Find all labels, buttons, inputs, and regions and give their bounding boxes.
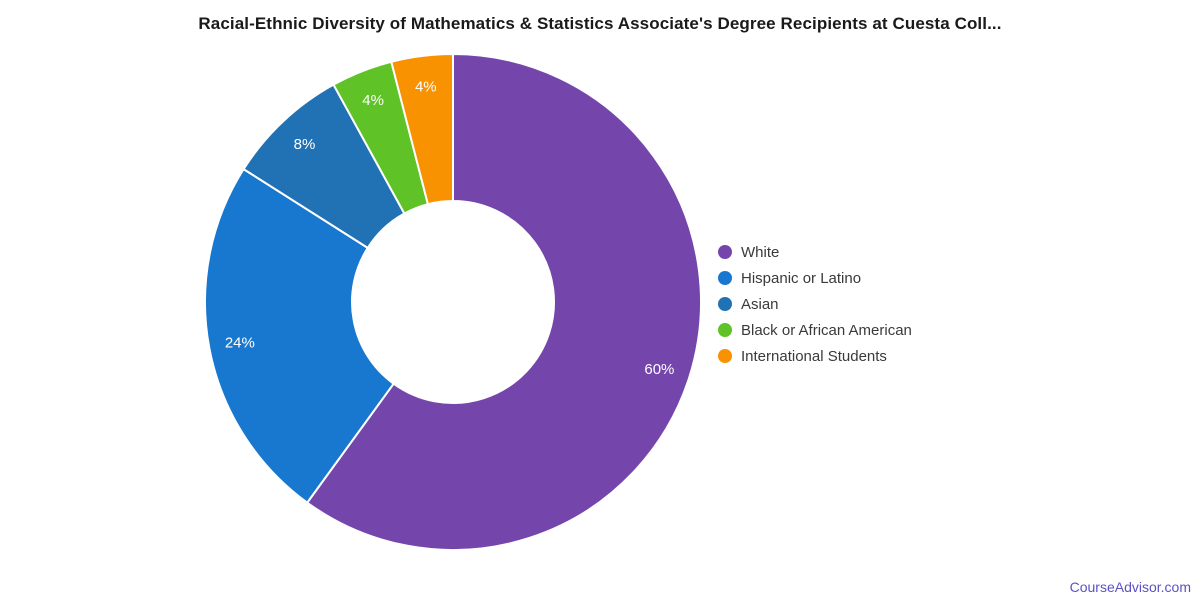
legend-label: Black or African American bbox=[741, 321, 912, 339]
legend: White Hispanic or Latino Asian Black or … bbox=[718, 239, 912, 369]
courseadvisor-brand-link[interactable]: CourseAdvisor.com bbox=[1069, 579, 1191, 595]
slice-percent-label: 4% bbox=[362, 92, 384, 109]
slice-percent-label: 4% bbox=[415, 79, 437, 96]
slice-percent-label: 8% bbox=[294, 136, 316, 153]
legend-label: Asian bbox=[741, 295, 779, 313]
legend-swatch-white-icon bbox=[718, 245, 732, 259]
legend-swatch-hispanic-or-latino-icon bbox=[718, 271, 732, 285]
pie-slice-international-students[interactable] bbox=[390, 53, 454, 206]
legend-swatch-asian-icon bbox=[718, 297, 732, 311]
legend-label: International Students bbox=[741, 347, 887, 365]
legend-item-black-or-african-american[interactable]: Black or African American bbox=[718, 317, 912, 343]
legend-swatch-international-students-icon bbox=[718, 349, 732, 363]
slice-percent-label: 24% bbox=[225, 335, 255, 352]
legend-item-white[interactable]: White bbox=[718, 239, 912, 265]
legend-item-hispanic-or-latino[interactable]: Hispanic or Latino bbox=[718, 265, 912, 291]
legend-label: Hispanic or Latino bbox=[741, 269, 862, 287]
legend-item-asian[interactable]: Asian bbox=[718, 291, 912, 317]
legend-label: White bbox=[741, 243, 780, 261]
legend-swatch-black-or-african-american-icon bbox=[718, 323, 732, 337]
chart-title: Racial-Ethnic Diversity of Mathematics &… bbox=[198, 14, 1002, 33]
slice-percent-label: 60% bbox=[644, 361, 674, 378]
pie-slice-white[interactable] bbox=[306, 53, 703, 551]
pie-slice-hispanic-or-latino[interactable] bbox=[204, 168, 395, 504]
legend-item-international-students[interactable]: International Students bbox=[718, 343, 912, 369]
